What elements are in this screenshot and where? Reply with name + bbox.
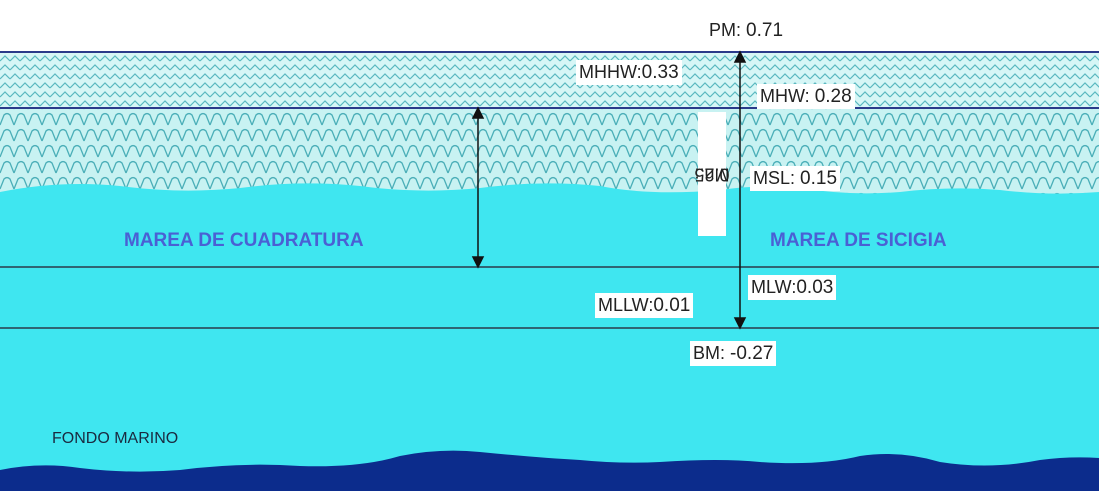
level-name: MLW: xyxy=(751,277,796,297)
level-name: BM: xyxy=(693,343,725,363)
seabed-label: FONDO MARINO xyxy=(52,430,178,448)
level-value: 0.28 xyxy=(815,86,852,107)
level-name: MHW: xyxy=(760,86,810,106)
level-label: BM: -0.27 xyxy=(690,341,776,366)
level-value: 0.33 xyxy=(642,62,679,83)
level-value: 0.25 xyxy=(694,164,729,185)
wave-band xyxy=(0,108,1099,194)
zone-label: MAREA DE CUADRATURA xyxy=(124,230,364,252)
level-label: MLW:0.03 xyxy=(748,275,836,300)
level-value: 0.15 xyxy=(800,168,837,189)
level-value: -0.27 xyxy=(730,343,773,364)
level-value: 0.03 xyxy=(796,277,833,298)
level-label: Mn.: 0.25 xyxy=(698,112,726,236)
level-label: MHW: 0.28 xyxy=(757,84,855,109)
tide-diagram: PM: 0.71 MHHW:0.33 MHW: 0.28 Mn.: 0.25 M… xyxy=(0,0,1099,491)
level-name: MHHW: xyxy=(579,62,642,82)
high-band xyxy=(0,52,1099,108)
level-label: PM: 0.71 xyxy=(706,18,786,43)
level-label: MSL: 0.15 xyxy=(750,166,840,191)
level-name: MSL: xyxy=(753,168,795,188)
level-label: MLLW:0.01 xyxy=(595,293,693,318)
level-value: 0.01 xyxy=(653,295,690,316)
level-label: MHHW:0.33 xyxy=(576,60,682,85)
level-name: MLLW: xyxy=(598,295,653,315)
level-value: 0.71 xyxy=(746,20,783,41)
level-name: PM: xyxy=(709,20,741,40)
zone-label: MAREA DE SICIGIA xyxy=(770,230,947,252)
